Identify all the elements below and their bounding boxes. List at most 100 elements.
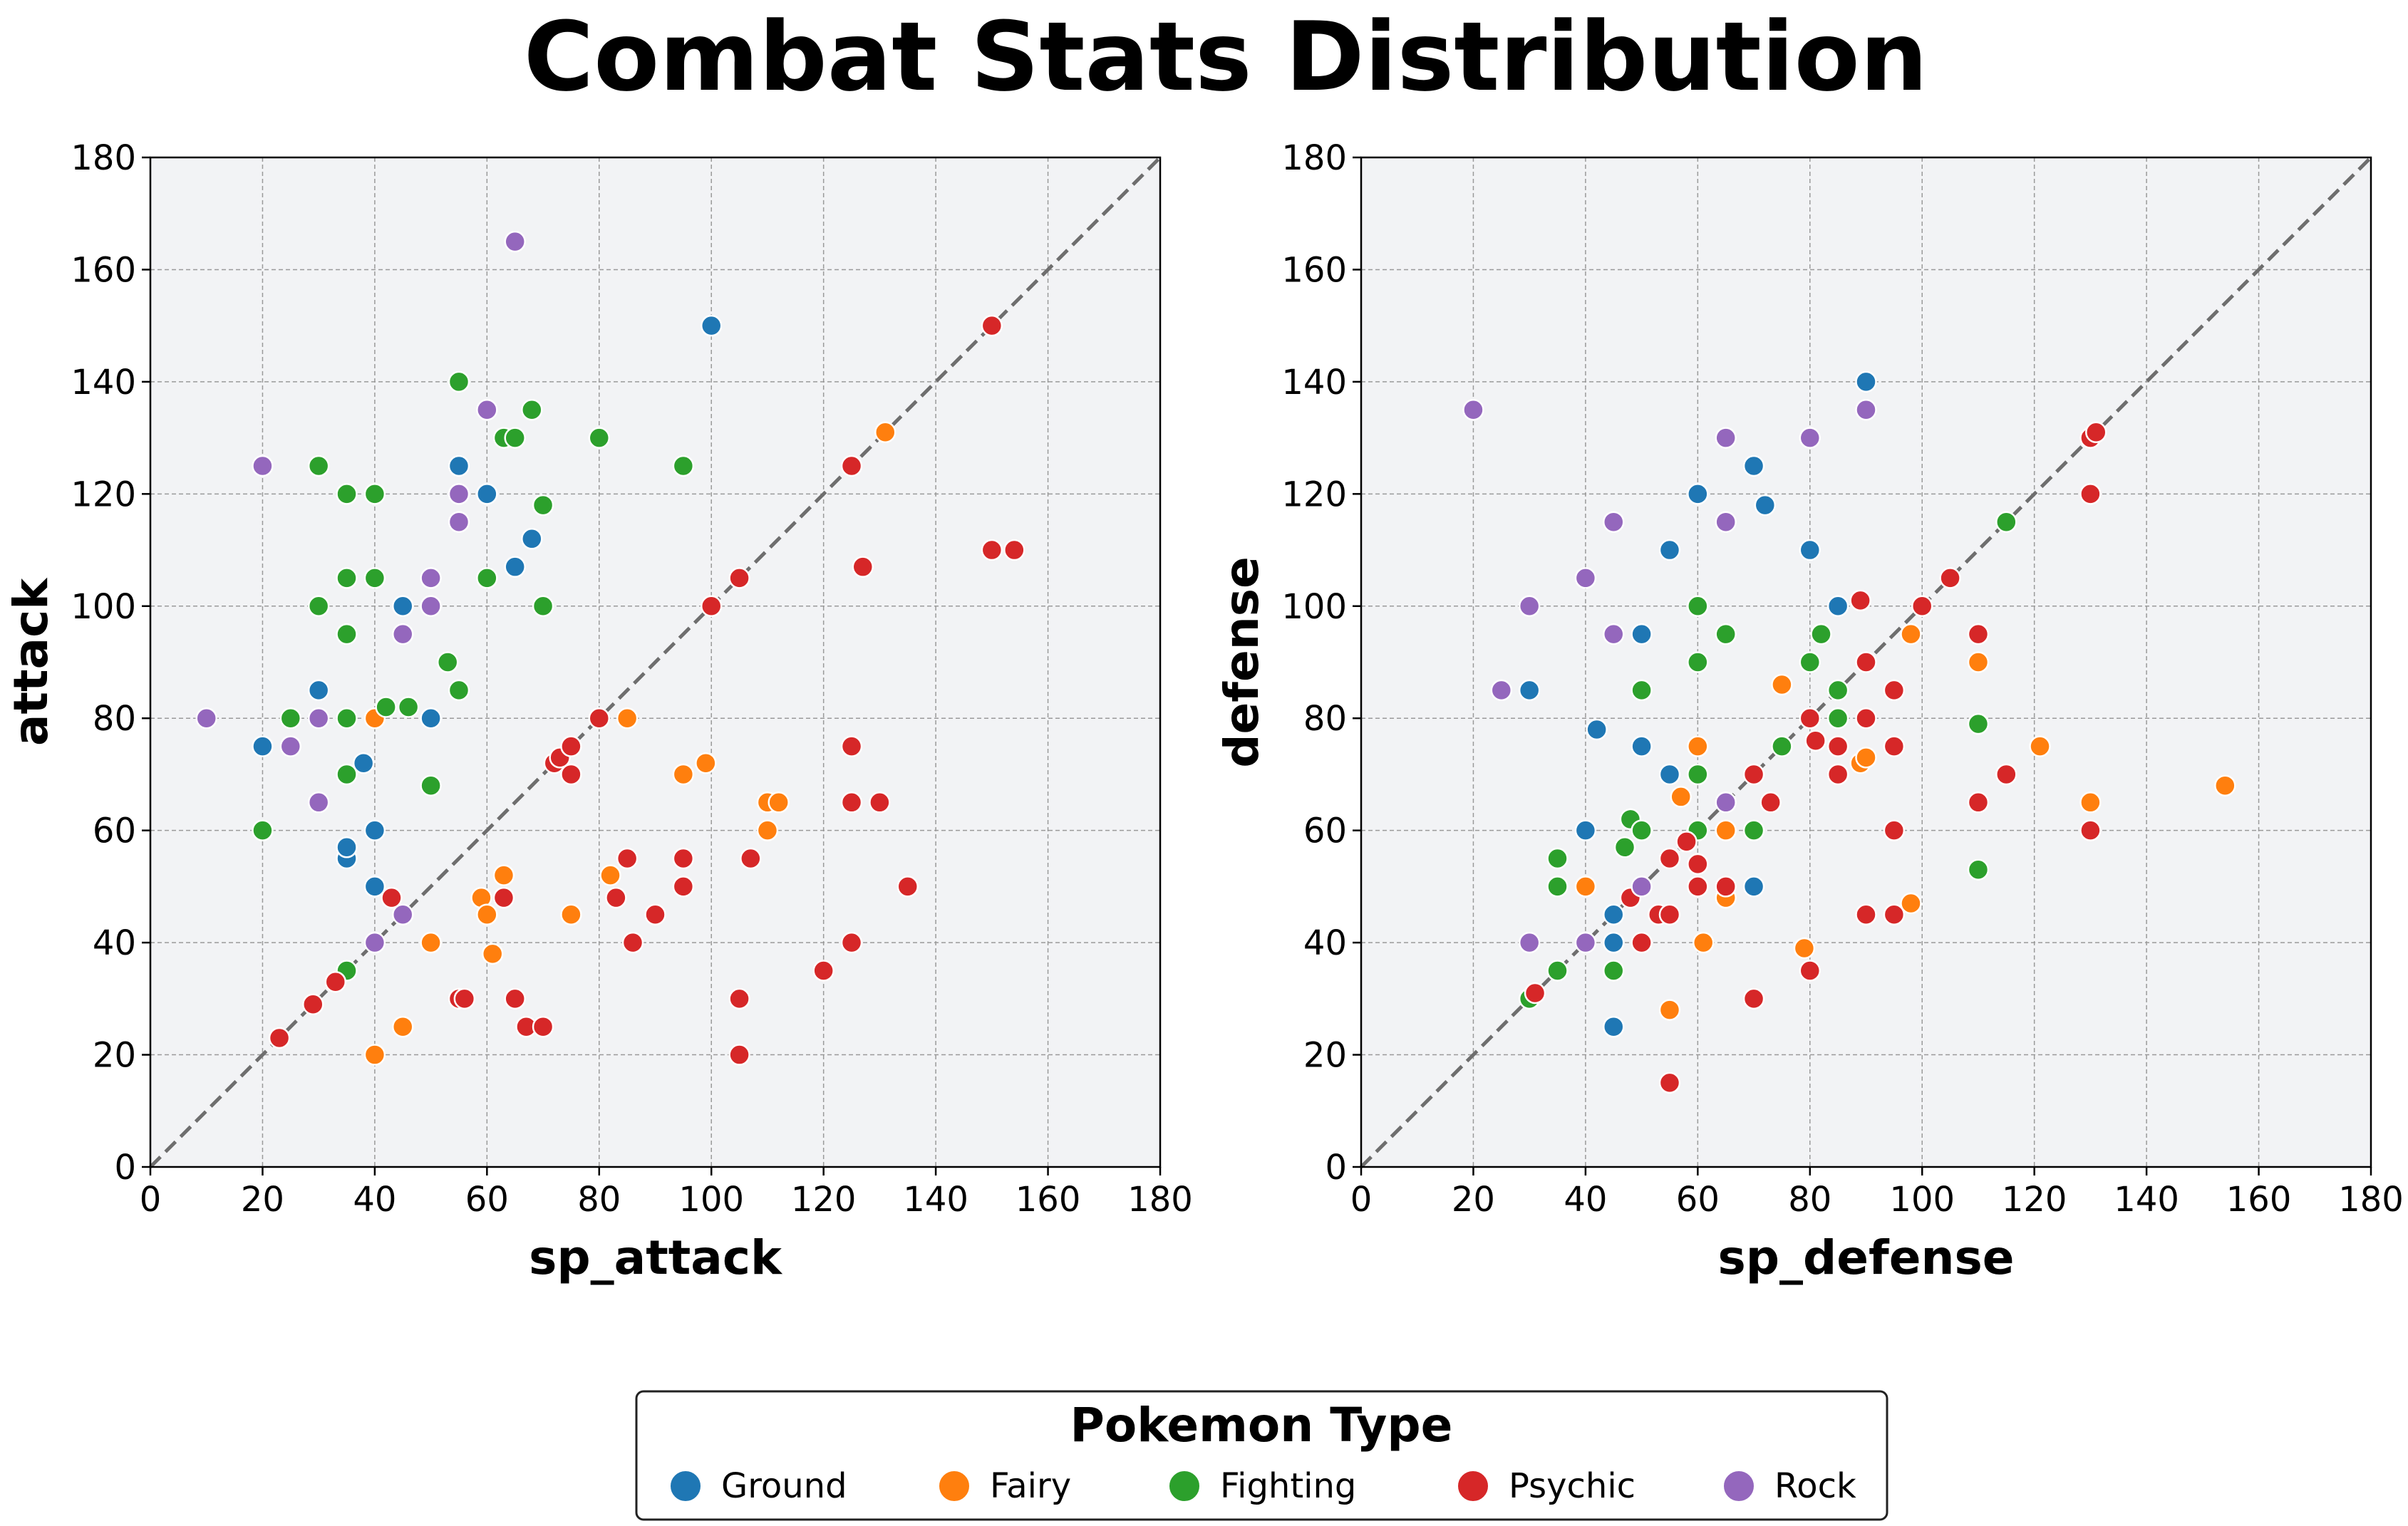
- data-point-psychic: [1675, 831, 1698, 853]
- data-point-psychic: [700, 595, 723, 618]
- data-point-ground: [1826, 595, 1849, 618]
- data-point-fighting: [252, 819, 274, 841]
- data-point-fighting: [307, 595, 330, 618]
- legend-marker-psychic: [1457, 1470, 1489, 1502]
- data-point-psychic: [1967, 791, 1990, 814]
- x-tick-label: 20: [241, 1180, 284, 1220]
- legend-marker-fairy: [938, 1470, 971, 1502]
- data-point-fighting: [307, 455, 330, 477]
- data-point-psychic: [896, 876, 919, 898]
- data-point-fighting: [279, 707, 302, 730]
- data-point-psychic: [840, 931, 863, 954]
- data-point-fairy: [363, 1044, 386, 1066]
- data-point-fighting: [1631, 679, 1653, 702]
- data-point-fighting: [1546, 876, 1569, 898]
- data-point-psychic: [1939, 567, 1961, 589]
- data-point-ground: [420, 707, 442, 730]
- data-point-psychic: [1883, 903, 1906, 925]
- data-point-psychic: [672, 847, 695, 870]
- data-point-fighting: [336, 763, 358, 786]
- data-point-fighting: [1631, 819, 1653, 841]
- data-point-rock: [1518, 595, 1541, 618]
- data-point-psychic: [2079, 819, 2102, 841]
- data-point-fighting: [1810, 623, 1832, 645]
- y-axis-label: defense: [1214, 556, 1269, 768]
- x-axis-label: sp_defense: [1717, 1230, 2014, 1285]
- data-point-psychic: [504, 987, 526, 1010]
- data-point-fighting: [436, 651, 459, 673]
- data-point-rock: [1518, 931, 1541, 954]
- data-point-fighting: [476, 567, 498, 589]
- data-point-ground: [1658, 763, 1681, 786]
- data-point-fighting: [588, 427, 611, 449]
- data-point-rock: [307, 791, 330, 814]
- data-point-ground: [1574, 819, 1597, 841]
- legend-marker-ground: [669, 1470, 702, 1502]
- data-point-psychic: [492, 886, 515, 909]
- data-point-ground: [1518, 679, 1541, 702]
- legend-label: Psychic: [1509, 1466, 1636, 1506]
- data-point-fairy: [476, 903, 498, 925]
- data-point-psychic: [981, 539, 1003, 561]
- x-tick-label: 120: [2002, 1180, 2067, 1220]
- data-point-fighting: [1826, 679, 1849, 702]
- data-point-ground: [1603, 931, 1625, 954]
- y-tick-label: 100: [1281, 587, 1347, 627]
- data-point-ground: [700, 314, 723, 337]
- data-point-ground: [1631, 735, 1653, 757]
- y-tick-label: 120: [1281, 474, 1347, 514]
- x-tick-label: 80: [577, 1180, 621, 1220]
- data-point-ground: [1603, 1015, 1625, 1038]
- data-point-psychic: [453, 987, 476, 1010]
- data-point-psychic: [2085, 421, 2107, 443]
- data-point-psychic: [2079, 483, 2102, 505]
- data-point-ground: [363, 819, 386, 841]
- y-tick-label: 140: [71, 363, 136, 403]
- data-point-fighting: [1687, 651, 1709, 673]
- data-point-fighting: [1613, 836, 1636, 858]
- data-point-psychic: [1742, 987, 1765, 1010]
- data-point-psychic: [1658, 847, 1681, 870]
- data-point-psychic: [840, 791, 863, 814]
- scatter-panel-defense: 0 20 40 60 80 100 120 140 160 180 0 20 40 60 80 100 120 1…: [1214, 138, 2404, 1285]
- y-tick-label: 40: [93, 923, 136, 963]
- x-tick-label: 180: [1127, 1180, 1193, 1220]
- data-point-rock: [279, 735, 302, 757]
- y-tick-label: 80: [1303, 699, 1347, 739]
- data-point-ground: [1855, 370, 1877, 393]
- legend-title: Pokemon Type: [1070, 1398, 1453, 1453]
- data-point-rock: [1715, 791, 1737, 814]
- legend-label: Fighting: [1220, 1466, 1356, 1506]
- data-point-psychic: [1855, 707, 1877, 730]
- data-point-psychic: [1799, 707, 1821, 730]
- data-point-psychic: [1995, 763, 2017, 786]
- x-tick-label: 120: [791, 1180, 857, 1220]
- data-point-fighting: [336, 707, 358, 730]
- legend-marker-fighting: [1168, 1470, 1201, 1502]
- data-point-psychic: [1826, 735, 1849, 757]
- data-point-rock: [1603, 511, 1625, 533]
- data-point-fairy: [695, 752, 717, 774]
- data-point-ground: [476, 483, 498, 505]
- data-point-ground: [336, 836, 358, 858]
- data-point-psychic: [616, 847, 639, 870]
- data-point-psychic: [852, 556, 874, 578]
- data-point-fairy: [1670, 786, 1692, 808]
- data-point-rock: [252, 455, 274, 477]
- legend-item-fairy: Fairy: [938, 1466, 1071, 1506]
- data-point-psychic: [560, 763, 582, 786]
- x-tick-label: 80: [1788, 1180, 1831, 1220]
- y-tick-label: 60: [1303, 811, 1347, 851]
- data-point-psychic: [1524, 982, 1546, 1005]
- legend-marker-rock: [1722, 1470, 1755, 1502]
- data-point-fighting: [363, 483, 386, 505]
- data-point-psychic: [1715, 876, 1737, 898]
- data-point-fighting: [1995, 511, 2017, 533]
- data-point-ground: [252, 735, 274, 757]
- x-tick-label: 100: [678, 1180, 744, 1220]
- x-tick-label: 60: [465, 1180, 509, 1220]
- data-point-psychic: [840, 455, 863, 477]
- data-point-rock: [1462, 399, 1484, 421]
- data-point-ground: [1631, 623, 1653, 645]
- data-point-psychic: [840, 735, 863, 757]
